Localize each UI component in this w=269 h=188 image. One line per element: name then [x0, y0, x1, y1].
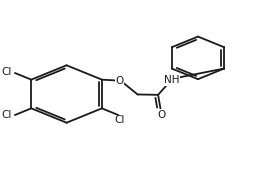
Text: NH: NH — [164, 75, 180, 85]
Text: O: O — [116, 76, 124, 86]
Text: O: O — [157, 110, 166, 120]
Text: Cl: Cl — [114, 115, 125, 125]
Text: Cl: Cl — [2, 67, 12, 77]
Text: Cl: Cl — [2, 110, 12, 120]
